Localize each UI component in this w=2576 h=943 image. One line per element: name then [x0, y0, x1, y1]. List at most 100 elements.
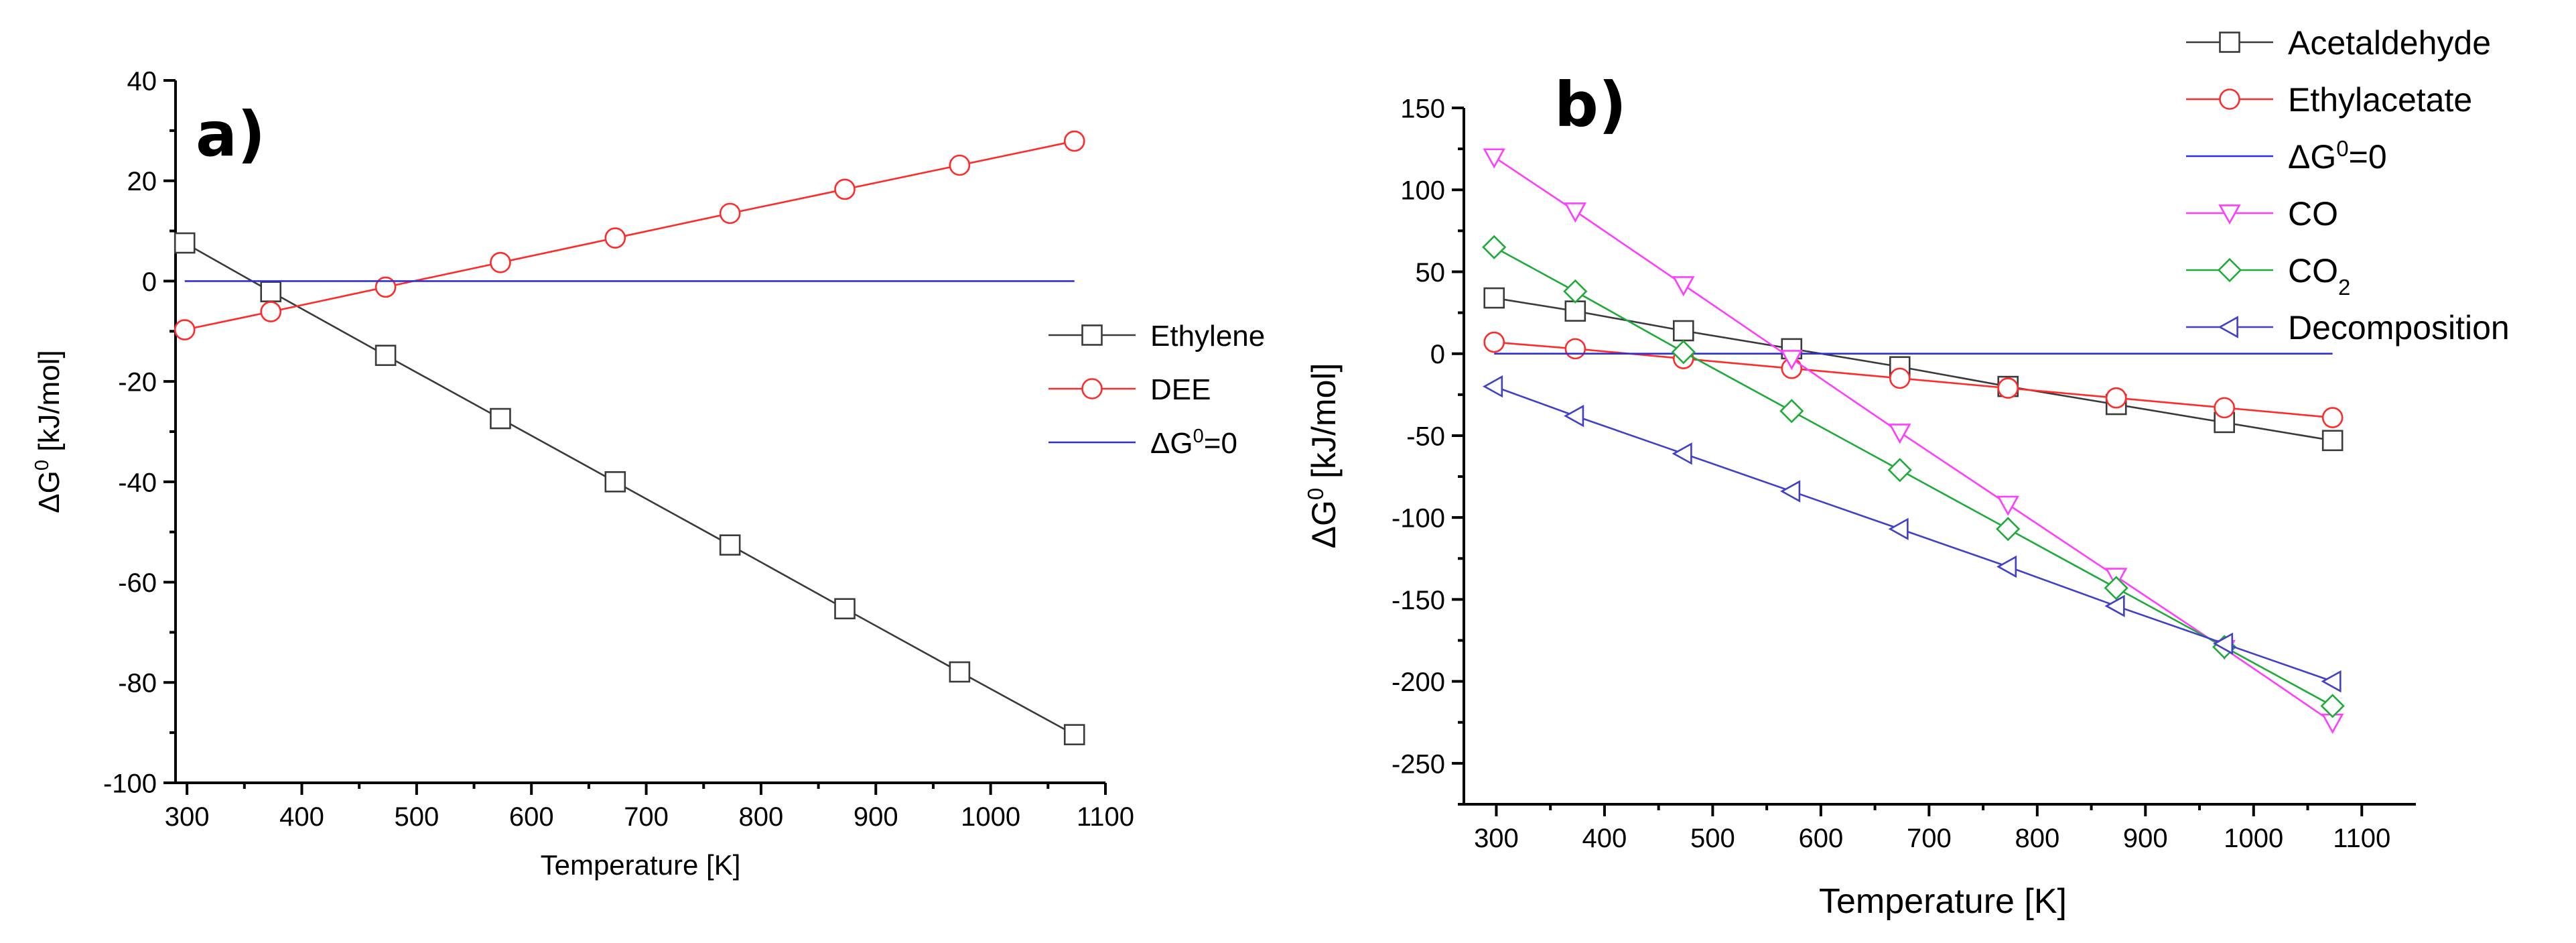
panel-b-label: b): [1554, 69, 1627, 141]
panel-a-series-ethylene-point: [1063, 724, 1085, 745]
panel-a-series-ethylene-point: [490, 407, 511, 430]
panel-b-x-tick-label: 300: [1474, 824, 1519, 853]
panel-a-label: a): [196, 99, 265, 170]
panel-a-y-tick-label: -80: [118, 669, 157, 698]
panel-a-x-tick-label: 900: [854, 802, 898, 832]
panel-b-series-decomposition-point: [1564, 404, 1584, 428]
panel-b-legend: Acetaldehyde Ethylacetate ΔG0=0 CO CO2 Decomp…: [2186, 24, 2510, 347]
panel-b-y-tick-label: 50: [1416, 258, 1446, 288]
panel-a-series-ethylene: [174, 232, 1085, 745]
panel-b-series-co2-point: [1887, 458, 1912, 483]
panel-b-series-acetaldehyde-point: [1564, 300, 1586, 322]
panel-b-series-co-point: [1889, 424, 1911, 444]
panel-b-series-ethylacetate-point: [1997, 377, 2019, 399]
panel-b-series-co-point: [1996, 495, 2019, 516]
panel-b-x-tick-label: 600: [1799, 824, 1844, 853]
panel-b-series-acetaldehyde-line: [1494, 297, 2333, 442]
panel-b-series-co2-point: [1671, 340, 1696, 365]
panel-b-series-co2-point: [1779, 399, 1804, 424]
panel-b-series-decomposition-point: [1780, 480, 1801, 503]
panel-a-y-tick-label: -100: [103, 769, 157, 798]
panel-a-series-ethylene-point: [375, 344, 397, 367]
panel-b-series-ethylacetate-point: [2105, 387, 2127, 409]
panel-a-y-tick-label: -20: [118, 368, 157, 397]
panel-b-series-co2-point: [2320, 694, 2345, 718]
panel-b-series-acetaldehyde-point: [2321, 430, 2344, 452]
panel-b-series-ethylacetate-point: [2214, 397, 2235, 419]
panel-b-legend-co-marker: [2218, 204, 2241, 225]
panel-b-series-ethylacetate-point: [1483, 331, 1505, 353]
panel-a-series-dee-line: [184, 140, 1075, 331]
panel-a-series-dee-point: [604, 227, 626, 249]
panel-a-series-ethylene-point: [719, 534, 741, 556]
panel-b-series-co2-point: [2104, 576, 2128, 601]
panel-b-series-ethylacetate-point: [1889, 367, 1911, 389]
panel-b-legend-g0-0-label: ΔG0=0: [2288, 136, 2387, 176]
panel-b-series-co-point: [1564, 202, 1587, 223]
panel-a-x-tick-label: 700: [624, 802, 669, 832]
panel-b-series-decomposition-point: [1996, 555, 2017, 578]
panel-b-legend-acetaldehyde-label: Acetaldehyde: [2288, 24, 2491, 62]
panel-b-series-co2-point: [1563, 279, 1588, 304]
panel-a-series-dee-point: [1063, 130, 1085, 152]
panel-a-series-dee-point: [375, 276, 397, 298]
panel-b-series-ethylacetate-point: [1564, 338, 1586, 360]
panel-b-y-tick-label: 150: [1400, 94, 1445, 123]
panel-a-x-tick-label: 1100: [1077, 802, 1134, 832]
panel-a-x-tick-label: 1000: [961, 802, 1020, 832]
panel-a-y-axis-title: ΔG0 [kJ/mol]: [31, 350, 66, 513]
panel-b-x-tick-label: 400: [1582, 824, 1627, 853]
panel-a-series-dee-point: [719, 202, 741, 225]
panel-b-series-co-point: [1672, 276, 1695, 297]
panel-b-y-tick-label: 0: [1430, 340, 1445, 369]
panel-b-y-tick-label: -250: [1392, 749, 1445, 779]
panel-a-series-ethylene-point: [834, 598, 856, 620]
panel-b-series-co-point: [1483, 148, 1505, 169]
panel-a-y-tick-label: 40: [127, 66, 157, 96]
panel-a-x-tick-label: 400: [279, 802, 324, 832]
panel-a-series-dee-point: [490, 251, 511, 273]
panel-b-series-decomposition-point: [1672, 442, 1692, 465]
panel-a-series-dee-point: [260, 301, 282, 322]
panel-b-y-tick-label: -100: [1392, 504, 1445, 533]
panel-a-series-ethylene-point: [949, 661, 971, 683]
panel-b-series-acetaldehyde-point: [1483, 287, 1505, 309]
panel-b-x-tick-label: 1100: [2333, 824, 2390, 853]
panel-a-y-tick-label: 0: [142, 267, 157, 297]
panel-b-legend-acetaldehyde-marker: [2219, 32, 2240, 53]
panel-b-legend-decomposition-marker: [2218, 316, 2238, 338]
panel-a-x-tick-label: 500: [394, 802, 439, 832]
panel-b-legend-ethylacetate-marker: [2219, 88, 2240, 110]
panel-a-series-ethylene-point: [260, 281, 282, 302]
panel-b-y-tick-label: -200: [1392, 668, 1445, 697]
panel-b-y-axis-title: ΔG0 [kJ/mol]: [1303, 363, 1343, 549]
panel-b-series-co2-point: [1482, 235, 1507, 259]
panel-a-y-tick-label: -60: [118, 568, 157, 598]
panel-b-x-axis-title: Temperature [K]: [1819, 882, 2067, 921]
panel-b-legend-co-label: CO: [2288, 195, 2338, 233]
panel-b-chart: 300 400 500 600 700 800 900 1000 1100-250-200-15…: [1303, 24, 2510, 921]
panel-a-x-axis-title: Temperature [K]: [541, 849, 741, 881]
panel-a-series-ethylene-point: [604, 471, 626, 493]
panel-b-series-decomposition-point: [1483, 375, 1503, 398]
panel-b-x-tick-label: 800: [2015, 824, 2059, 853]
panel-a-legend-dee-label: DEE: [1150, 373, 1211, 406]
panel-b-legend-ethylacetate-label: Ethylacetate: [2288, 81, 2472, 119]
panel-b-series-co-point: [1780, 350, 1803, 371]
panel-b-legend-co2-label: CO2: [2288, 252, 2350, 300]
panel-a-legend-g0-0-label: ΔG0=0: [1150, 426, 1237, 460]
panel-b-x-tick-label: 1000: [2224, 824, 2283, 853]
panel-a-y-tick-label: 20: [127, 167, 157, 196]
panel-b-x-tick-label: 900: [2123, 824, 2168, 853]
panel-b-series-decomposition-point: [2213, 632, 2234, 655]
panel-b-series-decomposition-point: [1888, 517, 1909, 540]
panel-b-series-decomposition: [1483, 375, 2342, 693]
panel-a-chart: 300 400 500 600 700 800 900 1000 1100-100-80-60-…: [31, 66, 1265, 881]
panel-b-series-acetaldehyde-point: [1672, 320, 1694, 342]
panel-b-series-co2: [1482, 235, 2345, 718]
panel-a-x-tick-label: 600: [509, 802, 554, 832]
panel-a-series-dee-point: [174, 319, 196, 340]
panel-b-y-tick-label: -150: [1392, 586, 1445, 615]
panel-a-series-dee-point: [949, 154, 971, 176]
panel-a-legend: Ethylene DEE ΔG0=0: [1048, 320, 1265, 460]
